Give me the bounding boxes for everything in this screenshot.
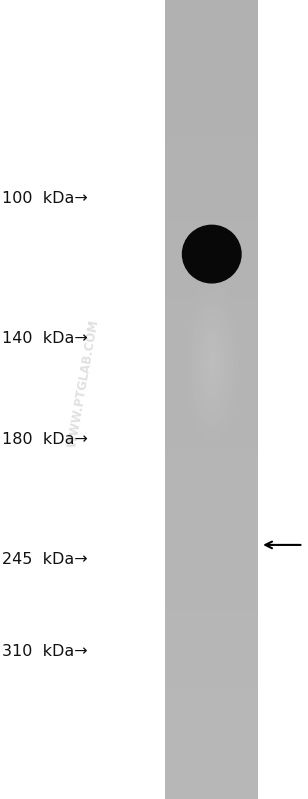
Text: 180  kDa→: 180 kDa→	[2, 432, 87, 447]
Text: 310  kDa→: 310 kDa→	[2, 645, 87, 659]
Text: 140  kDa→: 140 kDa→	[2, 332, 87, 346]
Text: 100  kDa→: 100 kDa→	[2, 192, 87, 206]
Bar	[165, 0, 258, 799]
Text: WWW.PTGLAB.COM: WWW.PTGLAB.COM	[66, 319, 101, 448]
Text: 245  kDa→: 245 kDa→	[2, 552, 87, 566]
Ellipse shape	[182, 225, 241, 283]
